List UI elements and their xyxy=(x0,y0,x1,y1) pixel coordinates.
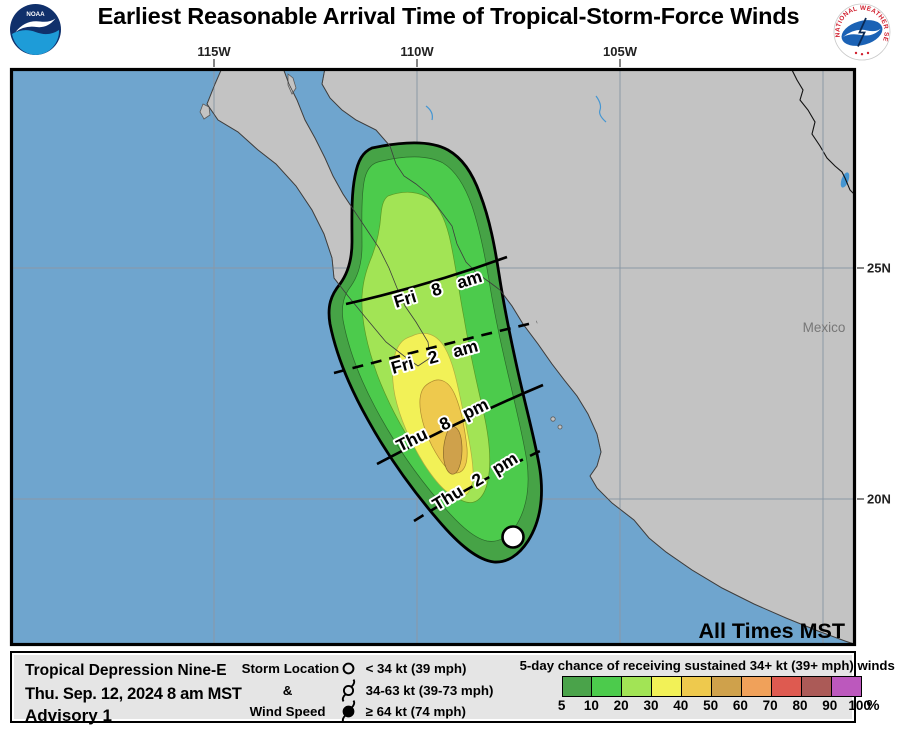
y-axis-label: 25N xyxy=(867,261,891,276)
scale-tick: 80 xyxy=(792,698,808,713)
hurricane-symbol-icon xyxy=(341,700,356,724)
river xyxy=(425,105,433,121)
baja-coast-line xyxy=(206,68,431,367)
map-border xyxy=(9,67,857,647)
x-axis-label: 105W xyxy=(603,44,638,59)
probability-legend: 5-day chance of receiving sustained 34+ … xyxy=(520,653,895,721)
scale-tick: 5 xyxy=(557,698,566,713)
symbol-label: < 34 kt (39 mph) xyxy=(365,661,467,677)
river xyxy=(595,95,607,123)
line-fri-2am xyxy=(333,320,538,375)
lake xyxy=(840,172,850,188)
y-axis-label: 20N xyxy=(867,492,891,507)
scale-segment xyxy=(742,677,772,696)
tres-marias-island xyxy=(557,424,563,430)
x-axis-label: 110W xyxy=(400,44,434,59)
cedros-island xyxy=(199,103,211,120)
tropical-storm-symbol-icon xyxy=(341,678,356,702)
scale-segment xyxy=(622,677,653,696)
storm-location-marker xyxy=(501,525,525,549)
gulf-island xyxy=(287,73,297,95)
scale-title: 5-day chance of receiving sustained 34+ … xyxy=(519,658,895,673)
scale-segment xyxy=(831,677,861,696)
nws-logo: NATIONAL WEATHER SERVICE xyxy=(833,3,891,61)
scale-segment xyxy=(712,677,743,696)
advisory-number: Advisory 1 xyxy=(25,706,112,725)
scale-tick: 10 xyxy=(583,698,599,713)
issued-datetime: Thu. Sep. 12, 2024 8 am MST xyxy=(25,684,242,703)
noaa-sea-shape xyxy=(12,30,60,55)
nws-dot xyxy=(866,51,870,55)
x-axis-label: 115W xyxy=(197,44,231,59)
nws-lightning-icon xyxy=(857,17,867,47)
scale-tick: 30 xyxy=(643,698,659,713)
scale-segment xyxy=(682,677,713,696)
tres-marias-island xyxy=(550,416,556,422)
scale-tick: 90 xyxy=(822,698,838,713)
rio-grande-border xyxy=(791,69,856,197)
symbol-heading: Storm Location xyxy=(241,661,340,677)
scale-tick: 20 xyxy=(613,698,629,713)
nws-dot xyxy=(860,53,864,56)
scale-unit: % xyxy=(866,698,880,714)
scale-tick: 100 xyxy=(848,698,871,713)
coastline-overlay xyxy=(206,68,856,646)
storm-info-box: Tropical Depression Nine-E Thu. Sep. 12,… xyxy=(12,653,242,725)
scale-tick: 60 xyxy=(732,698,748,713)
symbol-heading: & xyxy=(282,682,293,698)
symbol-heading: Wind Speed xyxy=(249,704,326,720)
depression-symbol-icon xyxy=(342,662,355,675)
time-note: All Times MST xyxy=(698,619,845,643)
arrival-cone xyxy=(327,141,543,564)
noaa-logo: NOAA xyxy=(10,4,61,55)
page-title: Earliest Reasonable Arrival Time of Trop… xyxy=(97,3,800,29)
noaa-gull-icon xyxy=(15,18,56,32)
scale-segment xyxy=(771,677,802,696)
cone-band-50pct xyxy=(443,426,463,475)
scale-segment xyxy=(801,677,832,696)
scale-segment xyxy=(592,677,623,696)
scale-tick: 50 xyxy=(703,698,719,713)
nws-dot xyxy=(854,51,858,55)
symbol-label: ≥ 64 kt (74 mph) xyxy=(365,704,466,720)
scale-tick: 70 xyxy=(762,698,778,713)
symbol-label: 34-63 kt (39-73 mph) xyxy=(365,682,494,698)
line-thu-8pm xyxy=(376,383,544,466)
axis-labels: 115W 110W 105W 25N 20N xyxy=(197,44,890,507)
legend-bar: Tropical Depression Nine-E Thu. Sep. 12,… xyxy=(10,651,895,725)
line-fri-8am xyxy=(345,255,508,306)
scale-tick-labels: 5 10 20 30 40 50 60 70 80 90 100% xyxy=(558,698,880,714)
symbol-legend: Storm Location < 34 kt (39 mph) & 34-63 … xyxy=(241,653,514,724)
scale-tick: 40 xyxy=(673,698,689,713)
storm-name: Tropical Depression Nine-E xyxy=(25,662,227,679)
country-label: Mexico xyxy=(803,320,846,335)
noaa-logo-text: NOAA xyxy=(26,11,45,18)
header: NOAA Earliest Reasonable Arrival Time of… xyxy=(0,0,897,64)
scale-segment xyxy=(562,677,593,696)
probability-color-scale xyxy=(561,676,862,697)
scale-segment xyxy=(652,677,683,696)
mainland-coast-line xyxy=(321,68,856,646)
